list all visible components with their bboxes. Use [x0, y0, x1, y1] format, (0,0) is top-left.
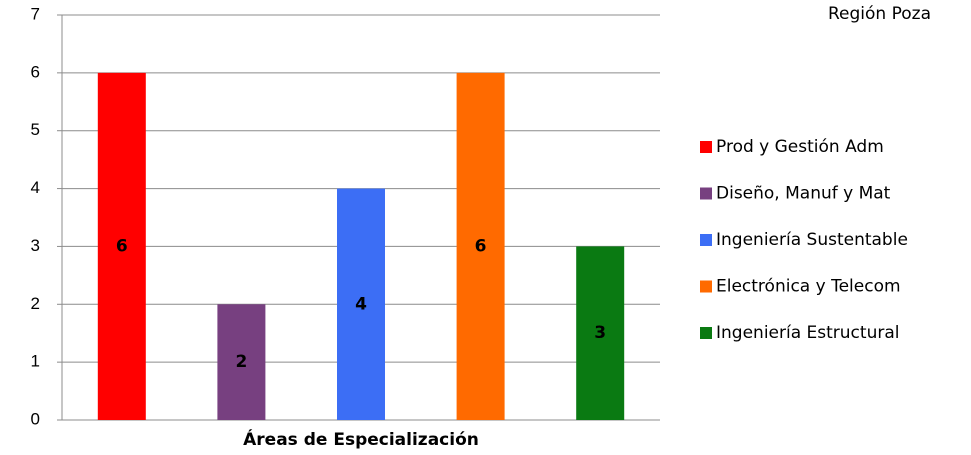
legend-label: Ingeniería Estructural — [716, 323, 899, 343]
legend-label: Electrónica y Telecom — [716, 277, 901, 297]
legend-label: Ingeniería Sustentable — [716, 230, 908, 250]
legend-swatch — [700, 234, 712, 246]
data-label: 6 — [475, 236, 487, 256]
legend-label: Diseño, Manuf y Mat — [716, 184, 891, 204]
bar — [217, 304, 266, 420]
legend-swatch — [700, 327, 712, 339]
legend-swatch — [700, 187, 712, 200]
y-tick-label: 0 — [31, 409, 40, 428]
y-tick-label: 1 — [31, 352, 40, 371]
y-tick-label: 5 — [31, 120, 40, 139]
legend-swatch — [700, 141, 712, 153]
y-tick-label: 7 — [31, 4, 40, 23]
legend-label: Prod y Gestión Adm — [716, 137, 884, 157]
y-tick-label: 3 — [31, 236, 40, 255]
bar — [337, 188, 385, 420]
data-label: 4 — [355, 294, 367, 314]
data-label: 2 — [235, 352, 247, 372]
bar — [456, 72, 505, 420]
x-axis-label: Áreas de Especialización — [243, 428, 479, 450]
bar — [97, 72, 146, 420]
data-label: 3 — [594, 323, 606, 343]
chart-title: Región Poza — [828, 4, 931, 24]
y-tick-label: 2 — [31, 294, 40, 313]
bar — [576, 246, 625, 420]
y-tick-label: 6 — [31, 62, 40, 81]
data-label: 6 — [116, 236, 128, 256]
y-tick-label: 4 — [31, 178, 40, 197]
legend-swatch — [700, 280, 712, 293]
